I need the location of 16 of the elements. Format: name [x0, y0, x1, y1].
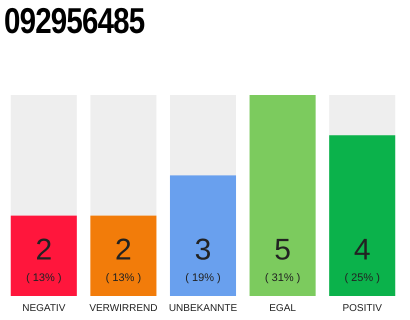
data-label: 2 [115, 233, 132, 266]
chart-title: 092956485 [4, 0, 144, 42]
x-tick-label: UNBEKANNTE [168, 302, 238, 314]
data-label: 5 [274, 233, 291, 266]
x-tick-label: VERWIRREND [89, 302, 158, 314]
data-label: 2 [35, 233, 52, 266]
data-label: 3 [194, 233, 212, 266]
x-tick-label: NEGATIV [22, 302, 66, 314]
annotation: ( 31% ) [264, 272, 300, 284]
annotation: ( 19% ) [185, 272, 221, 284]
annotation: ( 13% ) [106, 272, 142, 284]
annotation: ( 25% ) [344, 272, 380, 284]
x-tick-label: POSITIV [342, 302, 382, 314]
annotation: ( 13% ) [26, 272, 62, 284]
x-tick-label: EGAL [269, 302, 296, 314]
data-label: 4 [354, 233, 371, 266]
